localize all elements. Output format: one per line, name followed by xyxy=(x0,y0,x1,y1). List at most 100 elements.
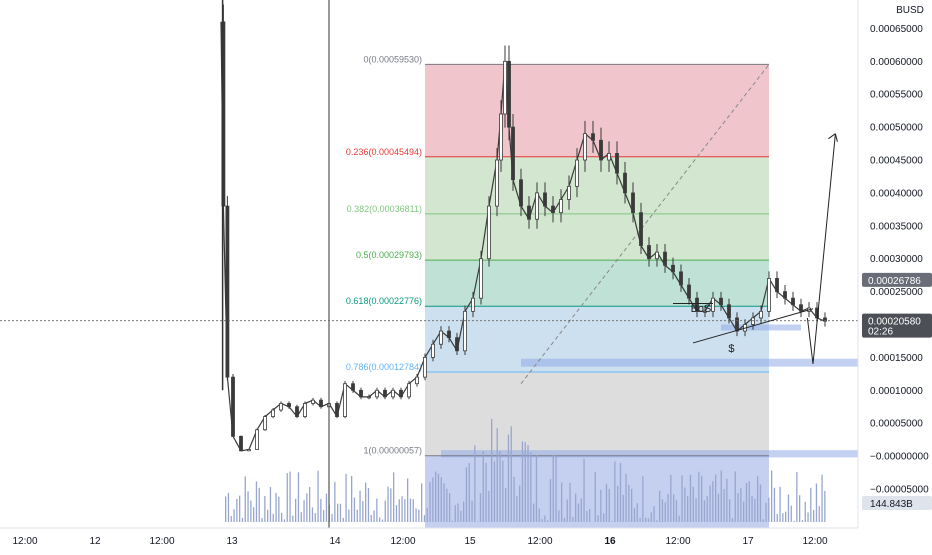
fib-label-0: 0(0.00059530) xyxy=(363,54,422,64)
volume-bar xyxy=(401,496,402,522)
volume-bar xyxy=(345,474,346,522)
volume-bar xyxy=(662,499,663,522)
volume-bar xyxy=(701,476,702,522)
x-tick-label: 17 xyxy=(742,536,754,547)
volume-bar xyxy=(289,472,290,522)
y-tick-label: 0.00045000 xyxy=(870,156,923,167)
volume-bar xyxy=(270,487,271,522)
volume-bar xyxy=(331,514,332,522)
volume-bar xyxy=(824,491,825,522)
volume-bar xyxy=(718,494,719,522)
volume-bar xyxy=(315,513,316,522)
price-tag-label: 0.00026786 xyxy=(868,276,921,287)
y-tick-label: 0.00065000 xyxy=(870,24,923,35)
volume-bar xyxy=(399,499,400,522)
volume-bar xyxy=(821,475,822,522)
volume-bar xyxy=(407,478,408,522)
volume-bar xyxy=(278,497,279,522)
volume-bar xyxy=(261,518,262,522)
volume-bar xyxy=(497,428,498,522)
candle-body xyxy=(504,61,507,114)
volume-bar xyxy=(729,499,730,522)
volume-bar xyxy=(225,496,226,522)
candle-body xyxy=(672,265,675,272)
volume-bar xyxy=(704,500,705,522)
volume-bar xyxy=(245,476,246,522)
candle-body xyxy=(544,193,547,206)
volume-bar xyxy=(743,502,744,522)
y-tick-label: 0.00035000 xyxy=(870,221,923,232)
x-tick-label: 16 xyxy=(604,536,616,547)
price-tag-countdown: 02:26 xyxy=(868,327,893,338)
volume-bar xyxy=(595,472,596,522)
volume-bar xyxy=(525,442,526,522)
volume-bar xyxy=(233,509,234,522)
volume-bar xyxy=(555,455,556,522)
candle-body xyxy=(352,384,355,391)
volume-bar xyxy=(757,476,758,522)
volume-bar xyxy=(348,510,349,522)
volume-bar xyxy=(228,493,229,522)
candle-body xyxy=(226,206,229,377)
volume-bar xyxy=(693,487,694,522)
fib-zone-0 xyxy=(425,64,769,156)
candle-body xyxy=(416,377,419,384)
volume-bar xyxy=(625,474,626,522)
candle-body xyxy=(776,278,779,291)
volume-bar xyxy=(569,483,570,522)
candle-body xyxy=(512,127,515,180)
candle-body xyxy=(368,397,371,398)
y-tick-label: 0.00010000 xyxy=(870,386,923,397)
volume-bar xyxy=(791,506,792,522)
candle-body xyxy=(248,450,251,451)
volume-bar xyxy=(623,495,624,522)
candle-body xyxy=(336,403,339,416)
volume-bar xyxy=(723,489,724,522)
volume-bar xyxy=(281,513,282,522)
candle-body xyxy=(376,390,379,397)
volume-bar xyxy=(782,513,783,522)
volume-bar xyxy=(362,501,363,522)
volume-bar xyxy=(242,518,243,522)
volume-bar xyxy=(460,511,461,522)
volume-bar xyxy=(642,476,643,522)
volume-bar xyxy=(807,512,808,522)
candle-body xyxy=(800,305,803,312)
volume-bar xyxy=(550,479,551,522)
volume-bar xyxy=(396,505,397,522)
volume-bar xyxy=(253,507,254,522)
volume-bar xyxy=(513,477,514,522)
volume-bar xyxy=(508,435,509,522)
x-tick-label: 12:00 xyxy=(665,536,690,547)
volume-bar xyxy=(295,499,296,522)
volume-bar xyxy=(359,491,360,522)
fib-label-0.618: 0.618(0.00022776) xyxy=(346,296,422,306)
volume-bar xyxy=(334,482,335,522)
candle-body xyxy=(488,206,491,259)
volume-bar xyxy=(469,463,470,522)
candle-body xyxy=(728,305,731,318)
volume-bar xyxy=(653,506,654,522)
volume-bar xyxy=(676,500,677,522)
candle-body xyxy=(624,173,627,193)
volume-bar xyxy=(541,519,542,522)
volume-bar xyxy=(709,485,710,522)
fib-label-1: 1(0.00000057) xyxy=(363,446,422,456)
y-tick-label: 0.00050000 xyxy=(870,123,923,134)
volume-bar xyxy=(779,487,780,522)
volume-bar xyxy=(575,494,576,522)
volume-bar xyxy=(539,509,540,522)
fib-label-0.382: 0.382(0.00036811) xyxy=(347,204,422,214)
volume-bar xyxy=(774,488,775,522)
volume-bar xyxy=(323,510,324,522)
candle-body xyxy=(392,390,395,397)
candle-body xyxy=(784,292,787,299)
volume-bar xyxy=(306,493,307,522)
candle-body xyxy=(400,390,403,397)
candle-body xyxy=(296,407,299,417)
volume-bar xyxy=(581,498,582,522)
volume-bar xyxy=(617,486,618,522)
candle-body xyxy=(440,331,443,344)
candle-body xyxy=(528,206,531,219)
